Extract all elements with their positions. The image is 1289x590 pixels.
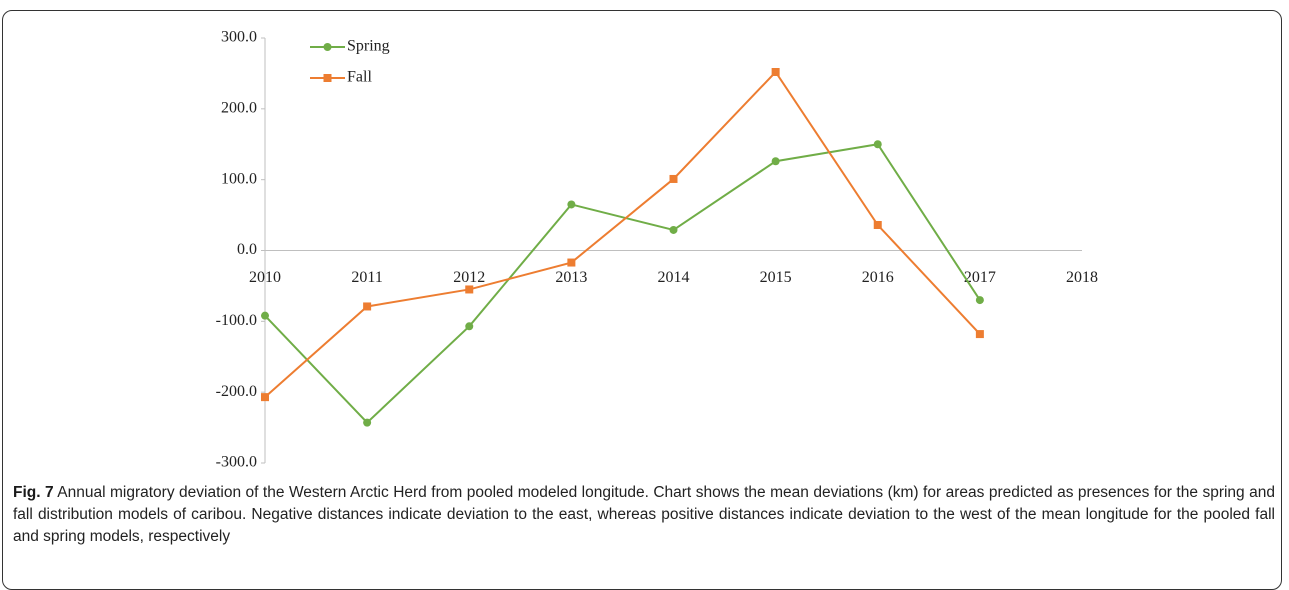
x-tick-label: 2016 bbox=[862, 269, 894, 286]
caption-label: Fig. 7 bbox=[13, 484, 54, 501]
data-point bbox=[567, 200, 576, 209]
y-tick-label: 100.0 bbox=[221, 170, 257, 187]
x-tick-label: 2012 bbox=[453, 269, 485, 286]
x-tick-label: 2011 bbox=[351, 269, 382, 286]
data-point bbox=[873, 221, 882, 229]
data-point bbox=[363, 418, 372, 427]
data-point bbox=[465, 322, 474, 331]
series-line bbox=[264, 70, 981, 398]
y-tick-label: -200.0 bbox=[216, 383, 257, 400]
data-point bbox=[567, 258, 576, 267]
y-tick-label: 0.0 bbox=[237, 241, 257, 258]
x-tick-label: 2010 bbox=[249, 269, 281, 286]
data-point bbox=[669, 174, 678, 183]
data-point bbox=[261, 311, 269, 320]
data-point bbox=[363, 302, 372, 311]
y-tick-label: 200.0 bbox=[221, 100, 257, 117]
x-tick-label: 2018 bbox=[1066, 269, 1098, 286]
legend-label: Fall bbox=[347, 69, 372, 86]
data-point bbox=[873, 140, 882, 149]
series-line bbox=[264, 143, 981, 425]
caption: Fig. 7 Annual migratory deviation of the… bbox=[13, 482, 1275, 548]
legend-marker bbox=[323, 43, 332, 51]
x-tick-label: 2014 bbox=[658, 269, 690, 286]
page: -300.0 -200.0 -100.0 0.0 100.0 200.0 300.0 2010… bbox=[2, 10, 1282, 590]
y-tick-label: -100.0 bbox=[216, 312, 257, 329]
data-point bbox=[261, 393, 269, 402]
caption-text: Annual migratory deviation of the Wester… bbox=[13, 484, 1275, 545]
data-point bbox=[771, 157, 780, 166]
y-tick-label: -300.0 bbox=[216, 454, 257, 471]
legend-marker bbox=[323, 74, 332, 82]
data-point bbox=[669, 225, 678, 234]
x-tick-label: 2015 bbox=[760, 269, 792, 286]
x-tick-label: 2017 bbox=[964, 269, 996, 286]
data-point bbox=[771, 68, 780, 76]
legend-label: Spring bbox=[347, 38, 390, 55]
chart: -300.0 -200.0 -100.0 0.0 100.0 200.0 300.0 2010… bbox=[216, 29, 1098, 471]
data-point bbox=[975, 330, 984, 339]
data-point bbox=[465, 285, 474, 294]
data-point bbox=[975, 296, 984, 305]
y-tick-label: 300.0 bbox=[221, 29, 257, 46]
x-tick-label: 2013 bbox=[555, 269, 587, 286]
